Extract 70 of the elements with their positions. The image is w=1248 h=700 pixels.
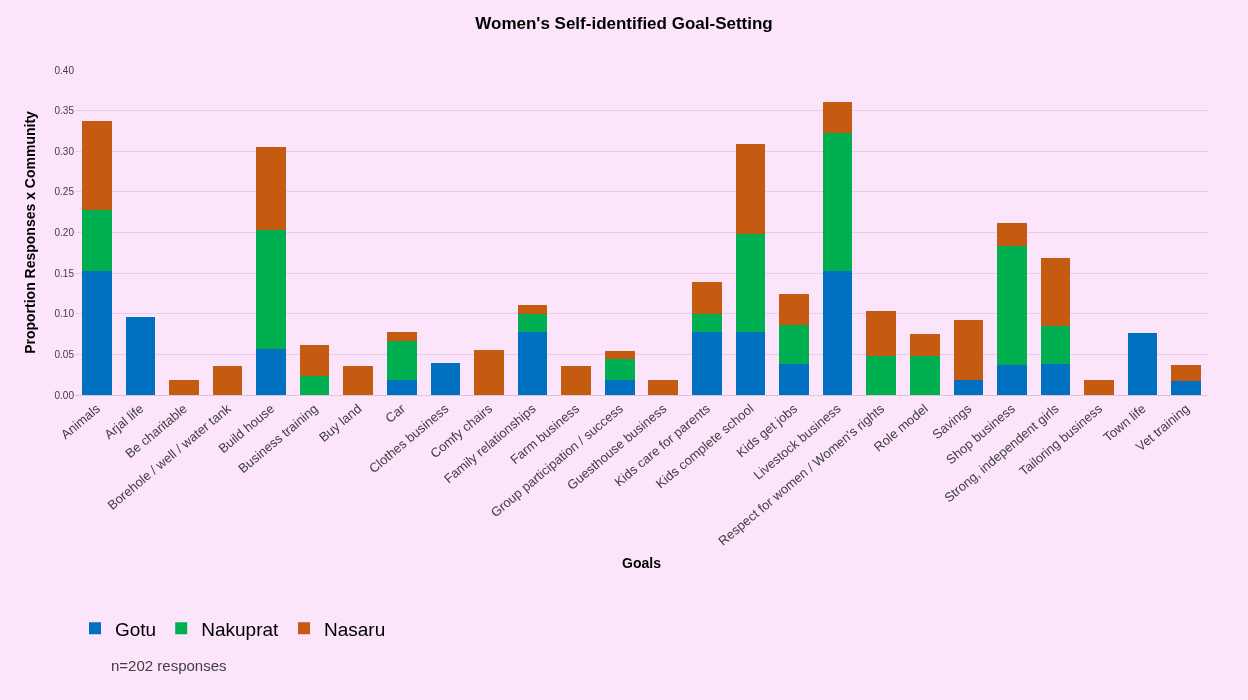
bar <box>81 209 112 271</box>
bar <box>866 356 896 395</box>
bar <box>604 351 635 360</box>
bar <box>779 364 809 395</box>
x-tick-label: Car <box>382 400 409 426</box>
bar <box>822 101 853 133</box>
bar <box>430 363 461 395</box>
bar <box>909 334 940 356</box>
bar <box>212 365 243 395</box>
bar <box>1171 364 1202 382</box>
y-axis-title: Proportion Responses x Community <box>22 110 39 354</box>
legend-label: Nakuprat <box>201 618 280 640</box>
bar <box>822 132 853 271</box>
bar <box>1127 333 1158 395</box>
y-tick-label: 0.25 <box>54 186 75 198</box>
bar <box>256 348 286 395</box>
y-tick-label: 0.05 <box>54 348 75 360</box>
bar <box>997 364 1027 395</box>
bar <box>387 331 417 341</box>
y-tick-label: 0.00 <box>54 389 75 401</box>
bar <box>1171 381 1202 395</box>
y-tick-label: 0.30 <box>54 145 75 157</box>
bar <box>604 359 635 381</box>
bar <box>692 282 722 314</box>
bar <box>779 294 809 326</box>
y-tick-label: 0.35 <box>54 105 75 117</box>
bar <box>299 375 330 395</box>
bar <box>822 270 853 395</box>
bar <box>997 222 1027 247</box>
bar <box>953 320 984 381</box>
bar <box>387 380 417 395</box>
chart-title: Women's Self-identified Goal-Setting <box>475 14 773 34</box>
bar <box>81 121 112 210</box>
legend-label: Nasaru <box>324 618 386 640</box>
bar <box>779 325 809 365</box>
bar <box>735 143 766 235</box>
bar <box>1084 380 1114 395</box>
bar <box>125 317 156 395</box>
bar <box>517 304 548 314</box>
y-tick-label: 0.15 <box>54 267 75 279</box>
bar <box>169 380 199 395</box>
y-tick-label: 0.40 <box>54 64 75 76</box>
bar <box>953 380 984 395</box>
bar <box>299 344 330 376</box>
bar <box>604 380 635 395</box>
bar <box>997 246 1027 365</box>
bar <box>387 340 417 381</box>
bar <box>648 380 679 395</box>
bar <box>735 332 766 395</box>
bar <box>561 365 591 395</box>
bar <box>692 313 722 333</box>
bar <box>909 356 940 395</box>
bar <box>81 270 112 395</box>
y-tick-label: 0.20 <box>54 227 75 238</box>
text: n=202 responses <box>111 657 227 674</box>
bar <box>256 230 286 349</box>
legend-label: Gotu <box>115 618 157 640</box>
bar <box>735 234 766 333</box>
y-tick-label: 0.10 <box>54 308 75 320</box>
bar <box>517 313 548 333</box>
bar <box>1040 364 1071 395</box>
bar <box>256 147 286 231</box>
bar <box>343 365 374 395</box>
bar <box>474 350 504 395</box>
x-axis-title: Goals <box>622 554 662 571</box>
bar <box>517 332 548 395</box>
bar <box>692 332 722 395</box>
bar <box>866 311 896 356</box>
bar <box>1040 325 1071 365</box>
bar <box>1040 257 1071 326</box>
